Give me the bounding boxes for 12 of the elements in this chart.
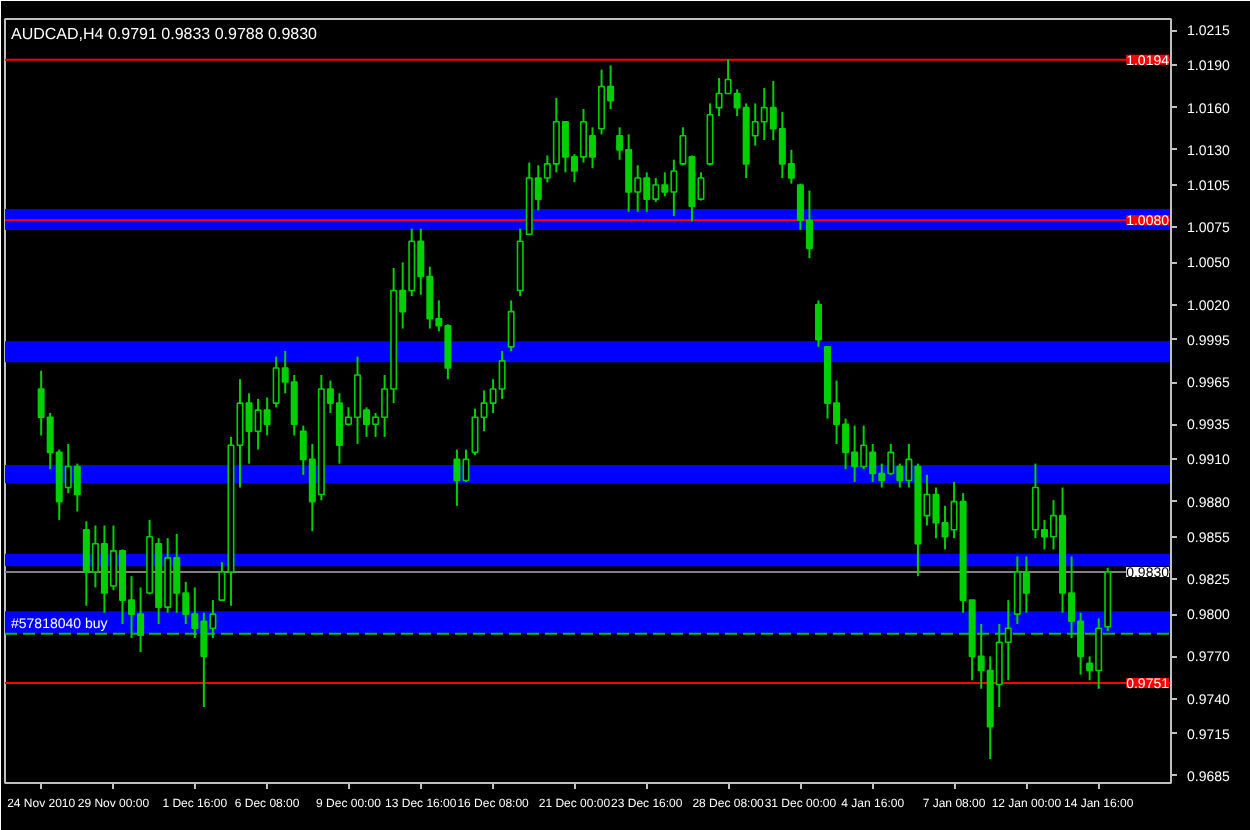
candlestick: [805, 189, 813, 260]
candlestick: [73, 462, 81, 513]
candlestick: [598, 68, 606, 136]
chart-title: AUDCAD,H4 0.9791 0.9833 0.9788 0.9830: [11, 25, 319, 43]
candlestick: [290, 373, 298, 437]
candlestick: [498, 350, 506, 400]
candlestick: [263, 396, 271, 437]
candlestick: [1022, 555, 1030, 614]
candlestick: [814, 299, 822, 348]
candlestick: [453, 448, 461, 507]
candlestick: [507, 299, 515, 353]
candlestick: [1004, 599, 1012, 682]
